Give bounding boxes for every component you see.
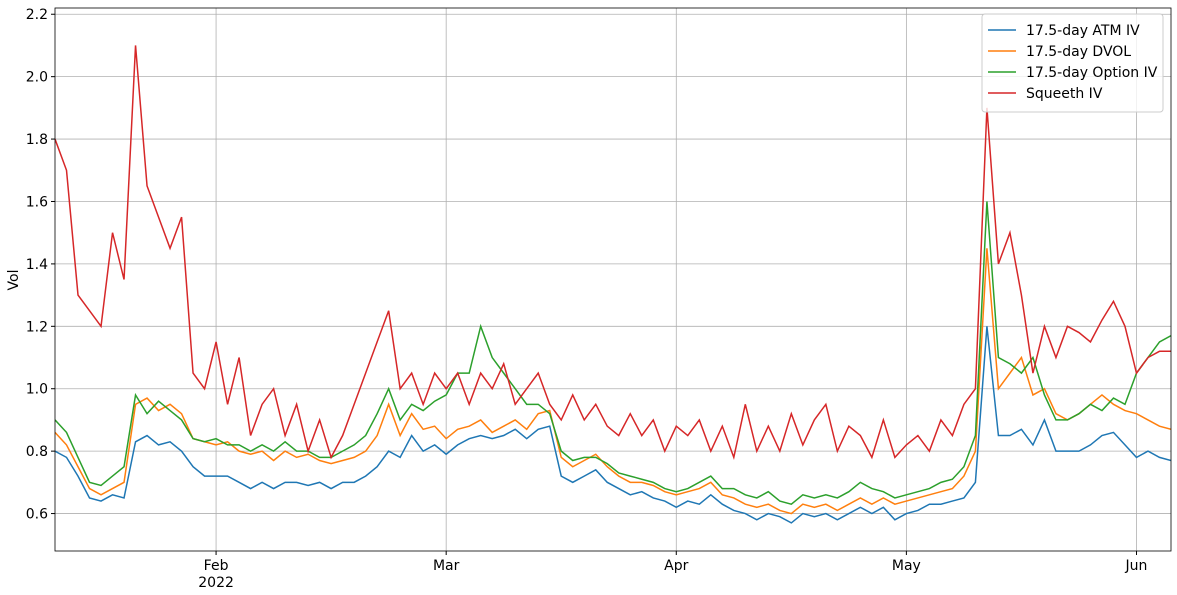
- x-tick-label: Feb 2022: [198, 558, 234, 591]
- x-tick-label: Mar: [433, 558, 460, 574]
- y-tick-label: 1.2: [26, 319, 48, 335]
- x-tick-label: Jun: [1125, 558, 1148, 574]
- legend-label: Squeeth IV: [1026, 86, 1103, 102]
- y-tick-label: 1.6: [26, 194, 48, 210]
- y-tick-label: 1.8: [26, 132, 48, 148]
- y-tick-label: 1.4: [26, 257, 48, 273]
- x-tick-label: May: [892, 558, 921, 574]
- series-line: [55, 326, 1171, 524]
- series-line: [55, 248, 1171, 515]
- x-tick-label: Apr: [664, 558, 688, 574]
- y-tick-label: 2.0: [26, 70, 48, 86]
- legend-label: 17.5-day DVOL: [1026, 44, 1131, 60]
- y-axis-label: Vol: [6, 270, 22, 291]
- y-tick-label: 1.0: [26, 382, 48, 398]
- y-tick-label: 0.8: [26, 444, 48, 460]
- legend-label: 17.5-day Option IV: [1026, 65, 1158, 81]
- plot-frame: [54, 7, 1172, 552]
- series-line: [55, 201, 1171, 506]
- series-line: [55, 45, 1171, 461]
- legend-label: 17.5-day ATM IV: [1026, 23, 1140, 39]
- y-tick-label: 0.6: [26, 507, 48, 523]
- y-tick-label: 2.2: [26, 7, 48, 23]
- legend-box: [981, 13, 1164, 113]
